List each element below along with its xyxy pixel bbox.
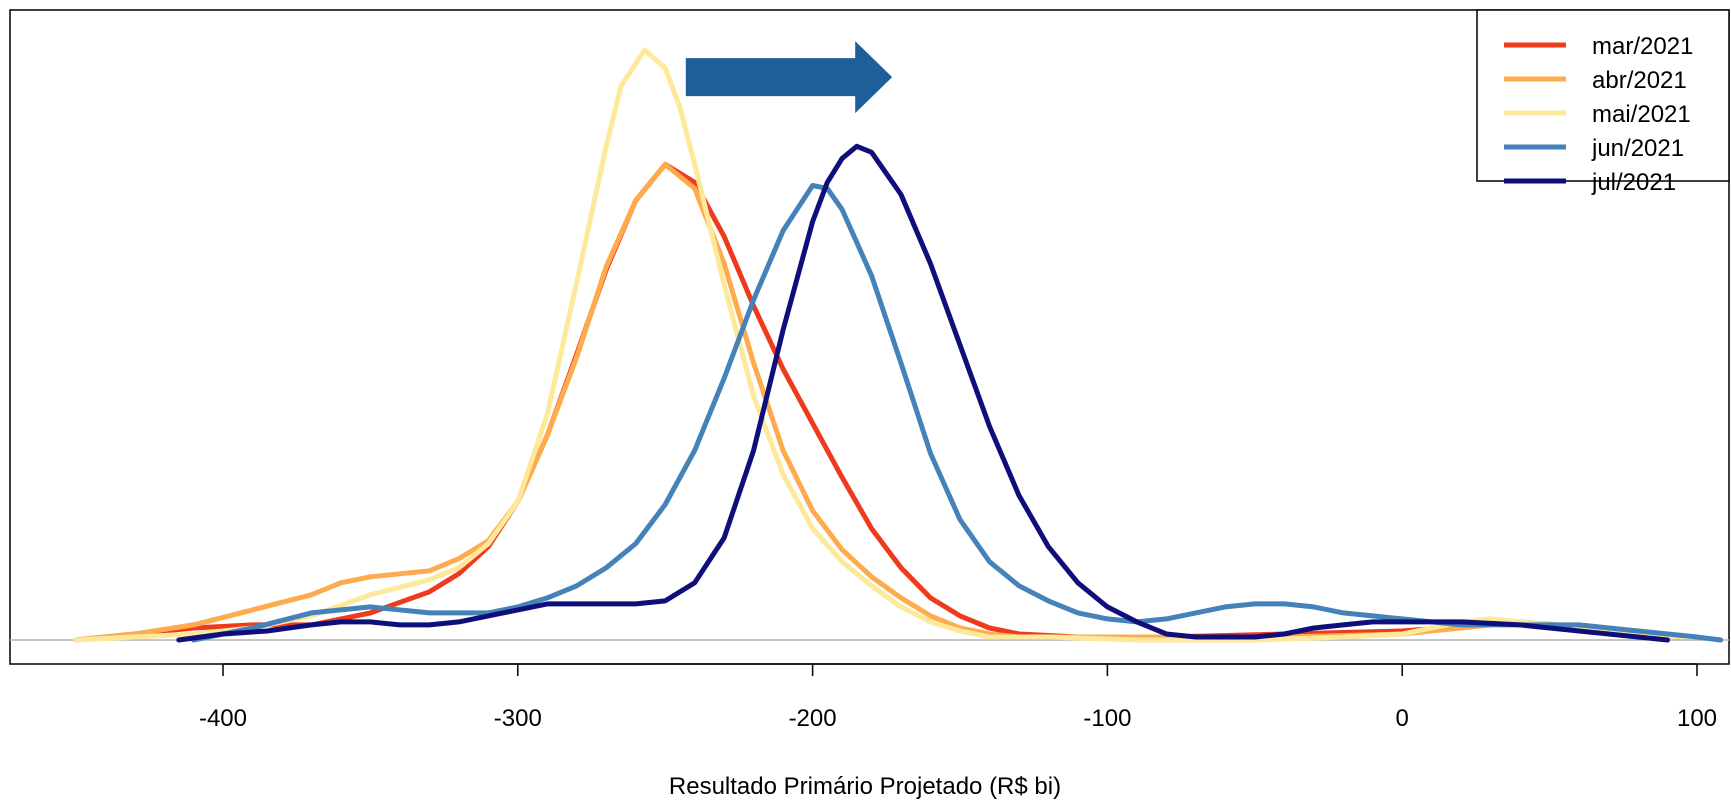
legend-label: mar/2021	[1592, 33, 1693, 60]
series-line-mar-2021	[73, 161, 1685, 643]
plot-frame	[9, 9, 1730, 665]
x-tick-label: -300	[494, 705, 542, 732]
series-line-jul-2021	[176, 143, 1670, 643]
trend-arrow	[685, 41, 893, 114]
x-axis-title: Resultado Primário Projetado (R$ bi)	[669, 773, 1061, 800]
x-tick-label: -100	[1083, 705, 1131, 732]
legend-box	[1476, 9, 1730, 182]
series-layer	[73, 47, 1724, 643]
x-tick-label: -400	[199, 705, 247, 732]
series-line-jun-2021	[191, 183, 1724, 643]
series-line-abr-2021	[73, 161, 1685, 643]
legend-label: mai/2021	[1592, 101, 1691, 128]
x-tick-label: 0	[1396, 705, 1409, 732]
x-axis: -400 -300 -200 -100 0 100	[199, 663, 1717, 732]
legend-label: abr/2021	[1592, 67, 1687, 94]
legend-label: jul/2021	[1591, 169, 1676, 196]
legend: mar/2021 abr/2021 mai/2021 jun/2021 jul/2021	[1476, 9, 1730, 196]
x-tick-label: -200	[789, 705, 837, 732]
legend-label: jun/2021	[1591, 135, 1684, 162]
annotation-layer	[685, 41, 893, 114]
x-tick-label: 100	[1677, 705, 1717, 732]
series-line-mai-2021	[73, 47, 1685, 643]
